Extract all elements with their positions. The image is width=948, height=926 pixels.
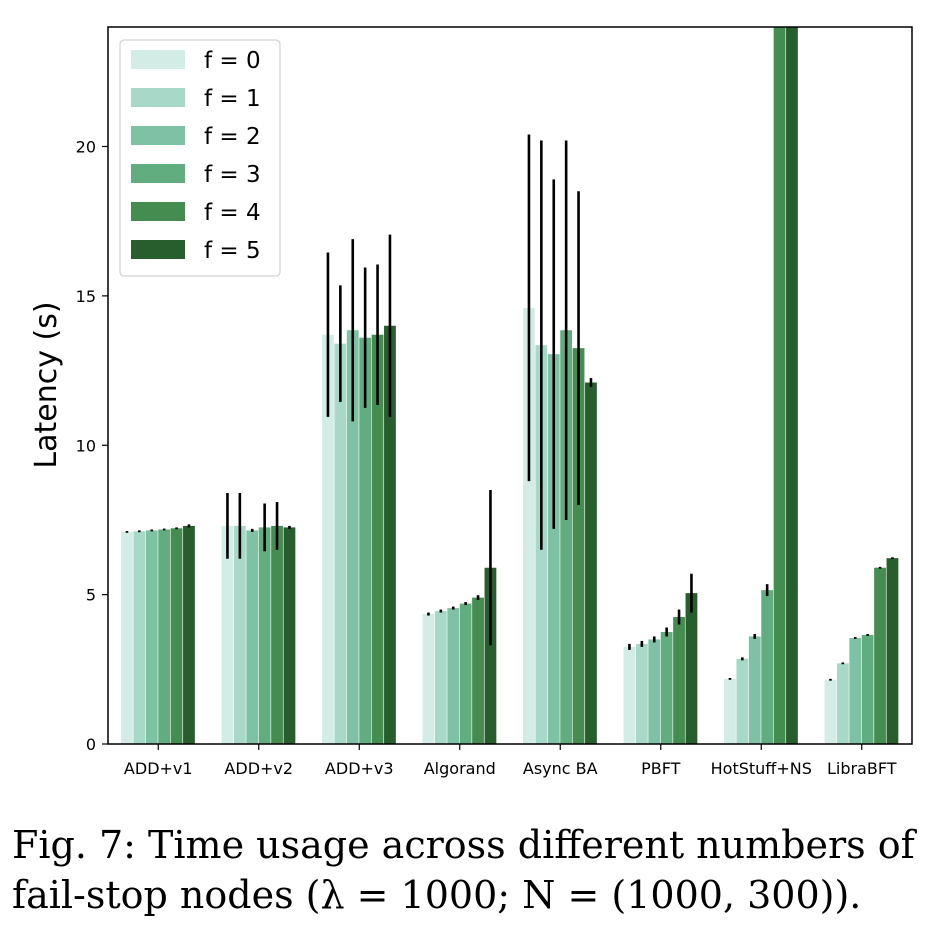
legend: f = 0 f = 1 f = 2 f = 3 f = 4 f = 5	[119, 39, 281, 277]
x-tick-label: LibraBFT	[827, 759, 897, 778]
bar	[334, 343, 347, 744]
bar	[874, 567, 886, 744]
bar	[258, 527, 271, 744]
legend-swatch	[131, 164, 185, 183]
bar	[560, 330, 573, 744]
legend-label: f = 5	[204, 238, 261, 264]
x-tick-label: HotStuff+NS	[711, 759, 812, 778]
plot-frame	[107, 26, 913, 745]
legend-swatch	[131, 240, 185, 259]
legend-label: f = 2	[204, 124, 261, 150]
x-tick-label: ADD+v3	[325, 759, 394, 778]
bar	[861, 634, 874, 744]
bar	[585, 382, 597, 744]
bar	[886, 558, 899, 744]
bar	[322, 334, 334, 744]
bar	[422, 614, 435, 744]
legend-swatch	[131, 126, 185, 145]
bar	[246, 530, 259, 744]
bar	[572, 348, 585, 744]
bar	[748, 636, 761, 744]
bar	[459, 603, 472, 744]
bar	[761, 590, 774, 744]
bar	[170, 528, 183, 744]
y-tick-label: 5	[86, 586, 96, 605]
x-axis: ADD+v1 ADD+v2 ADD+v3 Algorand Async BA PBFT Ho…	[124, 744, 897, 778]
y-tick-label: 0	[86, 735, 96, 754]
bar	[786, 27, 798, 744]
bar-chart: 0 5 10 15 20 ADD+v1 ADD+v2 ADD+v3 Algorand Async…	[29, 26, 913, 778]
x-tick-label: Async BA	[523, 759, 598, 778]
bar	[434, 611, 447, 744]
legend-swatch	[131, 202, 185, 221]
x-tick-label: PBFT	[641, 759, 681, 778]
bar	[133, 531, 146, 744]
bar	[824, 679, 837, 744]
bar	[121, 531, 133, 744]
bar	[233, 525, 246, 744]
bar	[849, 637, 862, 744]
x-tick-label: ADD+v2	[224, 759, 293, 778]
bar	[724, 678, 736, 744]
legend-swatch	[131, 50, 185, 69]
y-tick-label: 20	[76, 138, 96, 157]
figure-caption: Fig. 7: Time usage across different numb…	[12, 823, 915, 917]
bar	[472, 597, 484, 744]
x-tick-label: ADD+v1	[124, 759, 193, 778]
error-bars-layer	[125, 134, 894, 681]
bar	[648, 639, 661, 744]
bar	[371, 334, 384, 744]
bar	[221, 525, 234, 744]
y-axis: 0 5 10 15 20	[76, 138, 108, 754]
legend-swatch	[131, 88, 185, 107]
bar	[283, 527, 296, 744]
x-tick-label: Algorand	[424, 759, 496, 778]
bar	[384, 325, 396, 744]
bar	[773, 27, 786, 744]
bar	[484, 567, 497, 744]
bar	[183, 525, 195, 744]
bar	[447, 608, 460, 744]
y-tick-label: 15	[76, 287, 96, 306]
y-tick-label: 10	[76, 436, 96, 455]
bar	[145, 530, 158, 744]
bar	[673, 617, 685, 744]
bars-layer	[121, 27, 899, 744]
legend-label: f = 0	[204, 48, 261, 74]
legend-label: f = 4	[204, 200, 261, 226]
legend-label: f = 3	[204, 162, 261, 188]
bar	[346, 330, 359, 744]
bar	[685, 593, 698, 744]
bar	[736, 658, 749, 744]
bar	[523, 307, 535, 744]
y-axis-label: Latency (s)	[29, 301, 64, 468]
bar	[158, 529, 171, 744]
bar	[359, 337, 372, 744]
bar	[623, 646, 636, 744]
bar	[635, 643, 648, 744]
bar	[836, 663, 849, 744]
bar	[271, 525, 283, 744]
bar	[547, 354, 560, 744]
bar	[660, 631, 673, 744]
legend-label: f = 1	[204, 86, 261, 112]
